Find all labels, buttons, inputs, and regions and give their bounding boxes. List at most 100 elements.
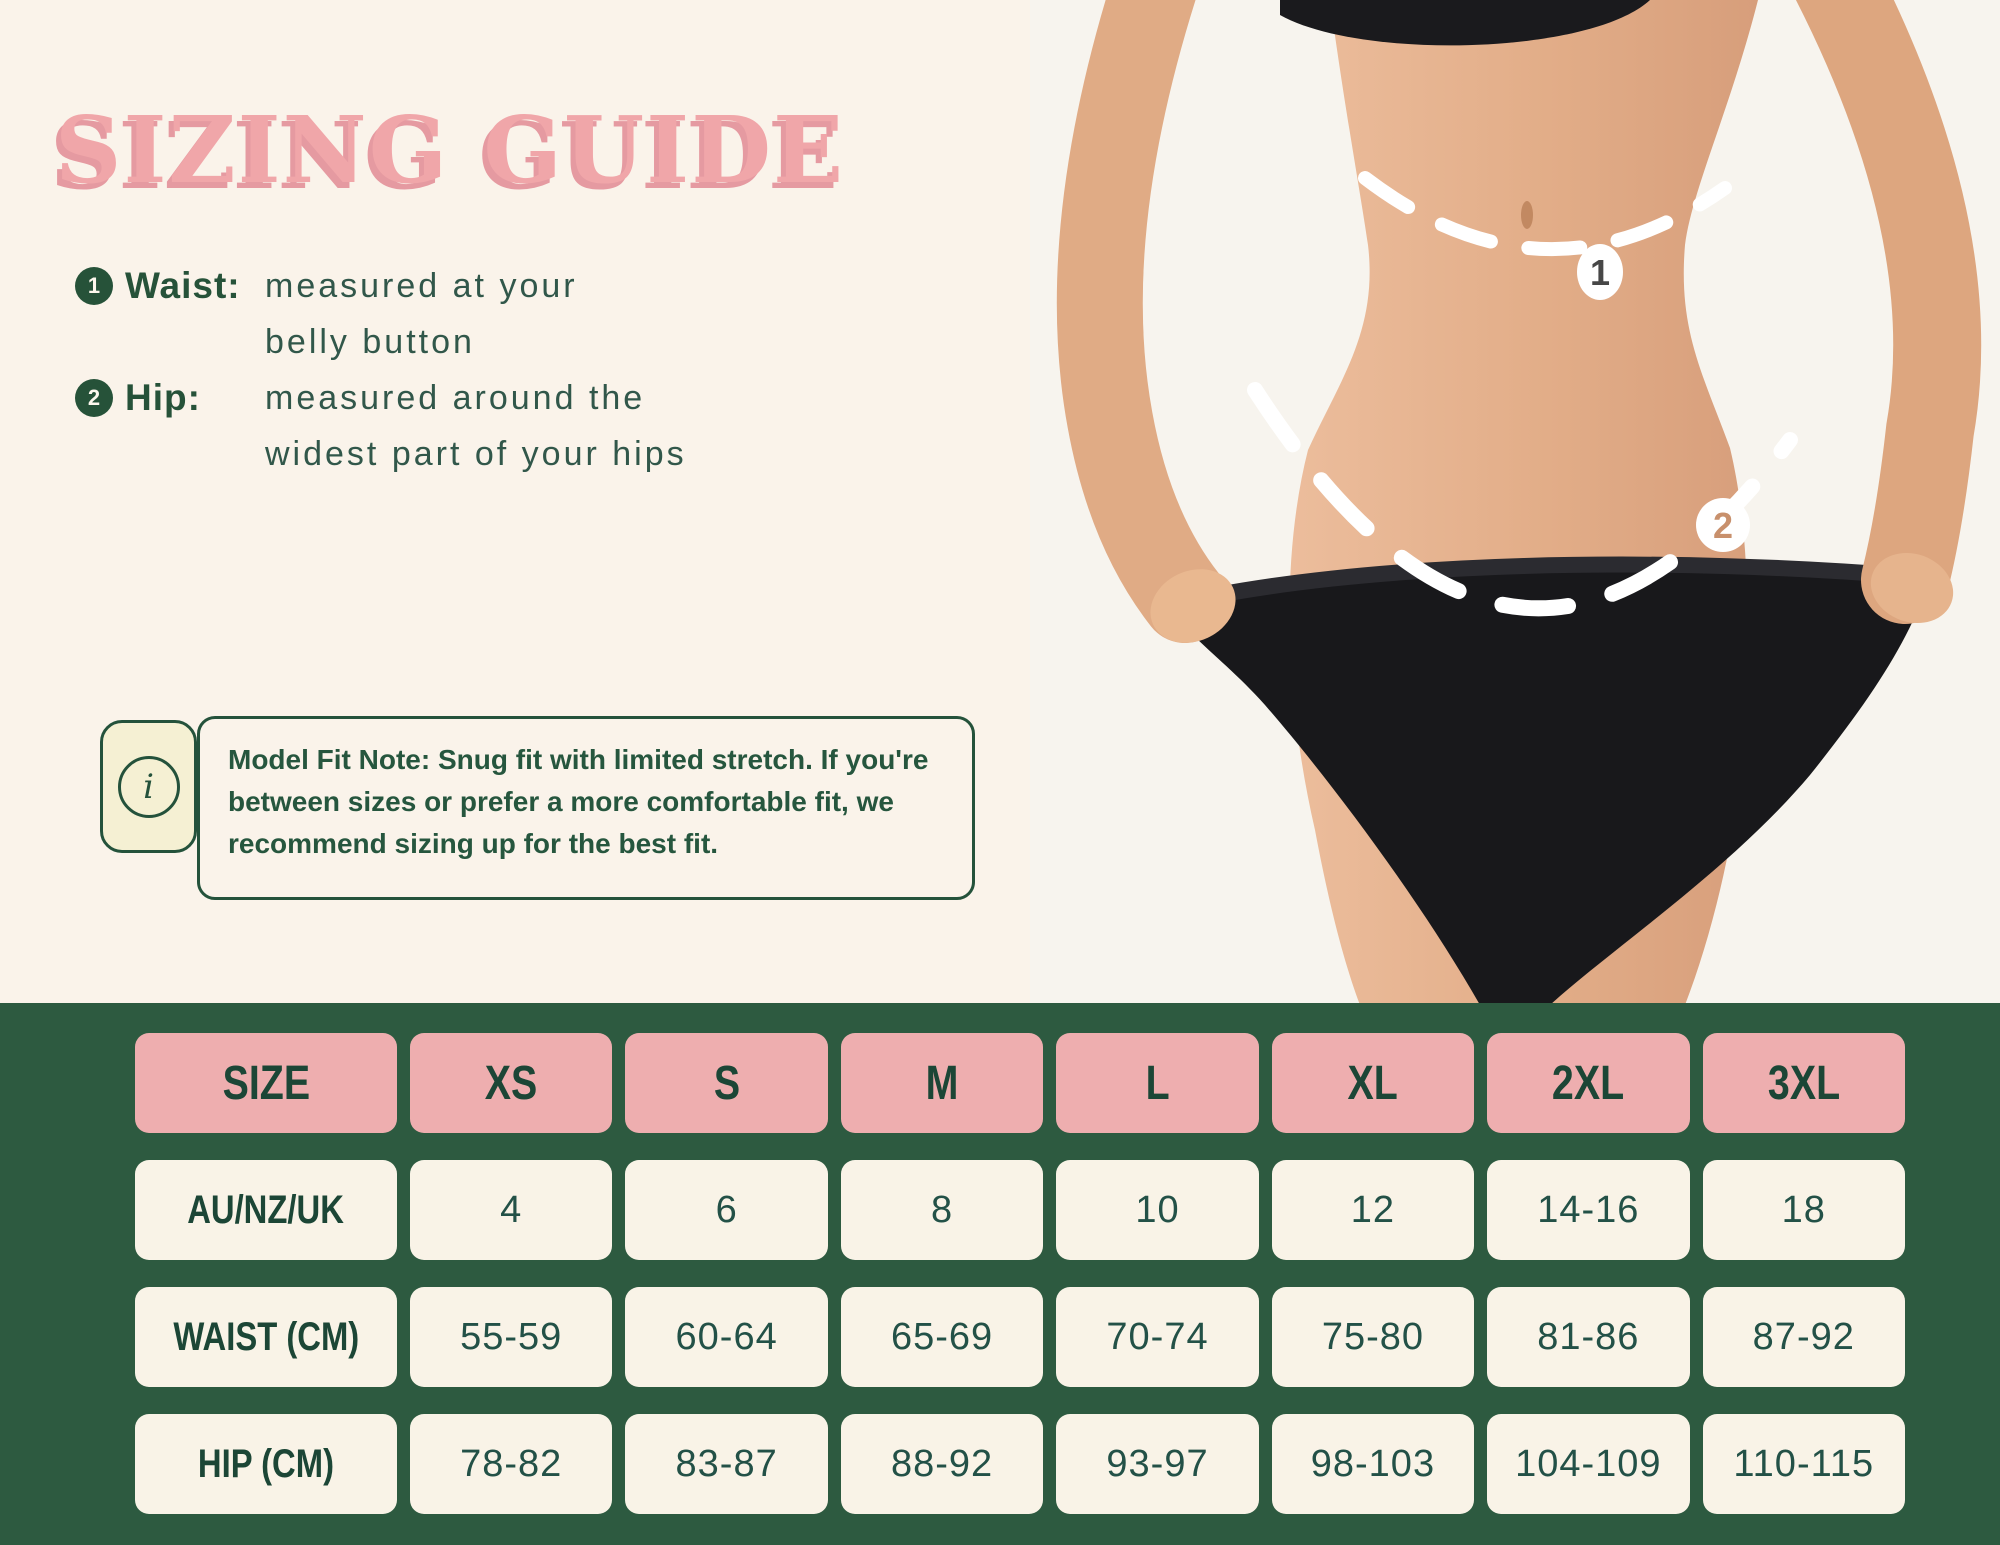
table-cell: 70-74 (1056, 1287, 1259, 1387)
table-cell: 14-16 (1487, 1160, 1690, 1260)
header-cell-3xl: 3XL (1702, 1033, 1905, 1133)
header-label: XL (1347, 1056, 1399, 1110)
underwear-waistband (1168, 556, 1931, 613)
header-label: 2XL (1552, 1056, 1625, 1110)
row-label-waist-cm: WAIST (CM) (135, 1287, 397, 1387)
cell-value: 98-103 (1310, 1442, 1436, 1485)
table-cell: 81-86 (1487, 1287, 1690, 1387)
table-cell: 6 (625, 1160, 828, 1260)
left-hand (1150, 569, 1236, 643)
cell-value: 60-64 (675, 1315, 778, 1358)
header-cell-l: L (1056, 1033, 1259, 1133)
desc-line: belly button (265, 323, 475, 361)
table-cell: 55-59 (410, 1287, 613, 1387)
header-label: SIZE (222, 1056, 310, 1110)
cell-value: 14-16 (1537, 1188, 1640, 1231)
table-cell: 78-82 (410, 1414, 613, 1514)
table-cell: 60-64 (625, 1287, 828, 1387)
table-cell: 75-80 (1271, 1287, 1475, 1387)
model-fit-note-box: Model Fit Note: Snug fit with limited st… (197, 716, 975, 900)
table-cell: 110-115 (1702, 1414, 1905, 1514)
header-label: S (713, 1056, 740, 1110)
header-cell-s: S (625, 1033, 828, 1133)
row-label-au-nz-uk: AU/NZ/UK (135, 1160, 397, 1260)
measurement-head: 2 Hip: (75, 370, 265, 426)
cell-value: 4 (500, 1188, 523, 1231)
info-icon: i (117, 755, 180, 818)
cell-value: 87-92 (1752, 1315, 1855, 1358)
cell-value: 6 (715, 1188, 738, 1231)
cell-value: 70-74 (1106, 1315, 1209, 1358)
right-hand (1870, 552, 1954, 624)
table-cell: 8 (840, 1160, 1044, 1260)
header-label: M (925, 1056, 959, 1110)
waist-marker: 1 (1577, 244, 1623, 300)
header-cell-m: M (840, 1033, 1044, 1133)
model-figure: 1 2 (1030, 0, 2000, 1005)
number-badge-2: 2 (75, 379, 113, 417)
measurement-item-waist: 1 Waist: measured at your belly button (75, 258, 795, 370)
number-badge-1: 1 (75, 267, 113, 305)
measurement-desc-hip: measured around the widest part of your … (265, 370, 687, 482)
page-title: SIZING GUIDE (55, 96, 846, 204)
header-cell-size: SIZE (135, 1033, 397, 1133)
hip-marker: 2 (1696, 498, 1750, 552)
cell-value: 12 (1350, 1188, 1396, 1231)
info-icon-tile: i (100, 720, 197, 853)
row-label-text: AU/NZ/UK (187, 1187, 345, 1232)
cell-value: 110-115 (1733, 1442, 1875, 1485)
header-label: XS (484, 1056, 538, 1110)
cell-value: 81-86 (1537, 1315, 1640, 1358)
measurement-label-waist: Waist: (125, 265, 241, 306)
navel (1521, 201, 1533, 229)
bikini-top (1280, 0, 1650, 46)
hip-marker-number: 2 (1713, 505, 1733, 546)
row-label-text: WAIST (CM) (173, 1314, 359, 1359)
cell-value: 65-69 (890, 1315, 994, 1358)
desc-line: widest part of your hips (265, 435, 687, 473)
cell-value: 104-109 (1515, 1442, 1662, 1485)
cell-value: 78-82 (460, 1442, 563, 1485)
cell-value: 18 (1781, 1188, 1826, 1231)
cell-value: 93-97 (1106, 1442, 1209, 1485)
table-cell: 88-92 (840, 1414, 1044, 1514)
header-cell-2xl: 2XL (1487, 1033, 1690, 1133)
table-cell: 65-69 (840, 1287, 1044, 1387)
desc-line: measured around the (265, 379, 646, 417)
row-label-text: HIP (CM) (197, 1441, 335, 1486)
measurement-label-hip: Hip: (125, 377, 201, 418)
cell-value: 10 (1135, 1188, 1180, 1231)
size-table-section: SIZE XS S M L XL 2XL 3XL AU/NZ/UK 4 6 8 … (0, 1003, 2000, 1545)
cell-value: 75-80 (1321, 1315, 1425, 1358)
table-cell: 104-109 (1487, 1414, 1690, 1514)
table-cell: 87-92 (1702, 1287, 1905, 1387)
waist-measure-line (1358, 171, 1732, 257)
table-cell: 18 (1702, 1160, 1905, 1260)
header-label: 3XL (1767, 1056, 1840, 1110)
header-cell-xl: XL (1271, 1033, 1475, 1133)
row-label-hip-cm: HIP (CM) (135, 1414, 397, 1514)
table-cell: 12 (1271, 1160, 1475, 1260)
cell-value: 88-92 (890, 1442, 994, 1485)
table-cell: 4 (410, 1160, 613, 1260)
cell-value: 8 (930, 1188, 954, 1231)
right-arm (1795, 0, 1982, 624)
cell-value: 55-59 (460, 1315, 563, 1358)
left-arm (1056, 0, 1228, 643)
cell-value: 83-87 (675, 1442, 778, 1485)
header-cell-xs: XS (410, 1033, 613, 1133)
measurement-desc-waist: measured at your belly button (265, 258, 578, 370)
desc-line: measured at your (265, 267, 578, 305)
header-label: L (1145, 1056, 1170, 1110)
underwear (1170, 564, 1930, 1005)
size-table: SIZE XS S M L XL 2XL 3XL AU/NZ/UK 4 6 8 … (135, 1033, 1905, 1514)
table-cell: 98-103 (1271, 1414, 1475, 1514)
waist-marker-number: 1 (1590, 252, 1610, 293)
table-cell: 10 (1056, 1160, 1259, 1260)
measurement-head: 1 Waist: (75, 258, 265, 314)
model-fit-note-text: Model Fit Note: Snug fit with limited st… (228, 744, 929, 859)
table-cell: 93-97 (1056, 1414, 1259, 1514)
measurement-item-hip: 2 Hip: measured around the widest part o… (75, 370, 795, 482)
measurement-list: 1 Waist: measured at your belly button 2… (75, 258, 795, 482)
